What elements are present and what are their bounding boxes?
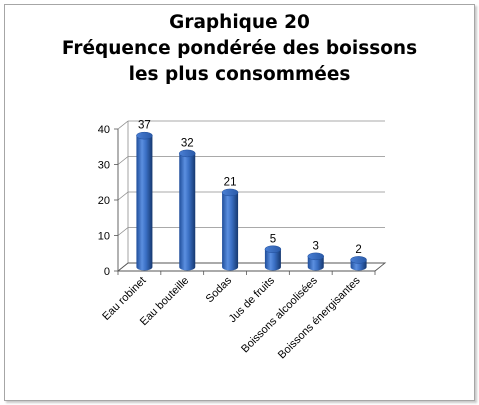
x-category-label: Sodas [204,274,235,305]
gridline-diagonal [117,191,129,201]
x-category-label: Boissons énergisantes [276,274,363,361]
x-category-label: Boissons alcoolisées [239,274,320,355]
bar [136,131,153,271]
data-label: 3 [313,240,319,252]
gridline-diagonal [117,156,129,165]
bar-top [350,256,367,264]
gridline-diagonal [117,120,129,130]
grid-layer [117,120,385,272]
bar-top [221,188,239,197]
bar-top [307,252,324,261]
floor [116,262,387,272]
bar-top [136,131,153,140]
bar [179,149,196,271]
chart-title-line-3: les plus consommées [128,64,351,85]
data-label: 37 [138,120,151,132]
y-tick-label: 0 [104,266,110,278]
bar-body [307,256,324,271]
axis-layer [114,121,387,275]
bar [307,252,324,271]
data-label: 2 [355,244,361,256]
chart-frame [4,4,475,401]
chart-title-line-2: Fréquence pondérée des boissons [61,38,418,59]
y-tick-label: 20 [98,195,110,207]
data-label: 32 [181,137,194,149]
bar-body [136,135,153,271]
bar-body [179,153,196,271]
data-label: 21 [224,176,237,188]
chart-title: Graphique 20 Fréquence pondérée des bois… [0,10,479,88]
bar [350,256,367,271]
gridline-diagonal [117,227,129,236]
bars-layer [136,131,367,271]
y-tick-label: 30 [98,160,110,172]
bar-body [222,192,239,271]
bar [221,188,239,271]
y-tick-label: 40 [98,124,110,136]
data-label: 5 [270,233,276,245]
chart-title-line-1: Graphique 20 [169,12,310,33]
bar-top [264,245,282,253]
bar-top [179,149,196,158]
bar-body [264,249,281,271]
bar [264,245,282,271]
y-tick-label: 10 [98,231,110,243]
